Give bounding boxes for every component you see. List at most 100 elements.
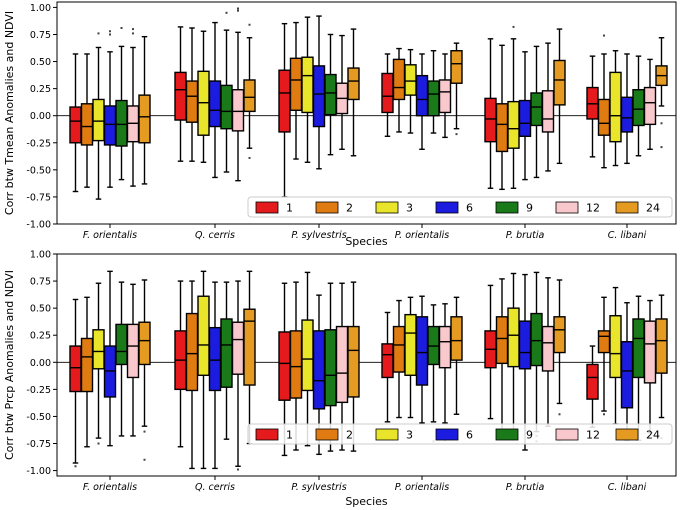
y-tick-label: -1.00: [26, 220, 51, 231]
legend-label-1: 1: [286, 429, 293, 442]
box-body: [530, 92, 543, 127]
box-body: [324, 73, 337, 116]
legend-swatch-24: [615, 201, 639, 214]
box-pbrutia-9: [530, 45, 543, 179]
box-body: [381, 343, 394, 379]
box-body: [438, 325, 452, 369]
legend-label-9: 9: [526, 202, 533, 215]
box-body: [438, 79, 452, 114]
box-body: [609, 71, 622, 143]
box-clibani-24: [655, 37, 668, 149]
box-qcerris-6: [208, 281, 222, 470]
box-body: [347, 67, 360, 101]
box-psylvestris-2: [289, 21, 303, 160]
box-body: [518, 320, 532, 370]
legend: 1 2 3 6 9 12 24: [247, 196, 673, 218]
box-body: [69, 106, 82, 144]
box-forientalis-9: [115, 281, 128, 437]
box-body: [381, 72, 394, 114]
box-qcerris-9: [220, 281, 233, 440]
box-body: [92, 329, 105, 370]
x-tick-label: Q. cerris: [195, 230, 235, 241]
box-qcerris-12: [231, 280, 245, 471]
box-body: [115, 99, 128, 147]
box-pbrutia-12: [541, 42, 555, 172]
box-body: [126, 323, 140, 379]
box-body: [220, 84, 233, 130]
box-porientalis-12: [438, 303, 452, 442]
legend-swatch-2: [315, 201, 339, 214]
x-tick-label: Q. cerris: [195, 482, 235, 493]
outlier-point: [237, 7, 239, 10]
y-tick-label: 1.00: [30, 3, 51, 14]
legend-label-24: 24: [646, 202, 660, 215]
legend-swatch-12: [555, 201, 579, 214]
box-body: [415, 74, 429, 117]
box-porientalis-1: [381, 53, 394, 137]
box-pbrutia-9: [530, 271, 543, 443]
y-tick-label: -0.25: [26, 385, 51, 396]
box-pbrutia-1: [484, 284, 497, 420]
y-tick-label: -0.25: [26, 138, 51, 149]
box-forientalis-6: [103, 270, 117, 447]
box-pbrutia-12: [541, 277, 555, 427]
box-body: [495, 103, 509, 153]
legend-frame: [247, 196, 673, 218]
plot-frame: [56, 253, 677, 477]
outlier-point: [132, 28, 134, 31]
box-psylvestris-3: [301, 271, 314, 447]
box-body: [208, 326, 222, 392]
box-body: [312, 330, 326, 410]
y-tick-label: 0.00: [30, 358, 51, 369]
outlier-point: [109, 33, 111, 36]
box-porientalis-12: [438, 53, 452, 139]
box-body: [324, 329, 337, 407]
box-qcerris-24: [243, 23, 256, 159]
box-forientalis-2: [80, 53, 94, 188]
box-body: [553, 316, 566, 354]
legend-label-2: 2: [346, 202, 353, 215]
outlier-point: [512, 25, 515, 28]
legend-swatch-3: [375, 201, 399, 214]
box-body: [301, 319, 314, 392]
box-body: [620, 341, 634, 409]
box-body: [103, 105, 117, 146]
outlier-point: [97, 442, 100, 445]
legend-frame: [247, 423, 673, 445]
box-porientalis-9: [427, 304, 440, 443]
box-forientalis-6: [103, 30, 117, 188]
legend-label-12: 12: [586, 429, 600, 442]
outlier-point: [603, 34, 605, 37]
legend-label-6: 6: [466, 429, 473, 442]
x-tick-label: C. libani: [608, 482, 647, 493]
box-body: [530, 312, 543, 367]
box-forientalis-1: [69, 298, 82, 468]
box-body: [541, 90, 555, 133]
box-body: [415, 316, 429, 386]
box-body: [312, 65, 326, 128]
box-body: [620, 96, 634, 133]
box-forientalis-24: [138, 279, 151, 461]
outlier-point: [143, 430, 146, 433]
box-porientalis-2: [392, 47, 406, 133]
box-psylvestris-1: [278, 22, 291, 198]
box-pbrutia-2: [495, 44, 509, 191]
outlier-point: [237, 9, 239, 12]
box-porientalis-3: [404, 48, 417, 134]
legend-swatch-1: [255, 201, 279, 214]
box-clibani-9: [632, 295, 645, 441]
box-psylvestris-9: [324, 33, 337, 156]
box-body: [92, 98, 105, 142]
outlier-point: [660, 146, 663, 149]
box-body: [335, 325, 349, 404]
box-pbrutia-24: [553, 28, 566, 165]
box-body: [404, 64, 417, 96]
box-qcerris-2: [185, 27, 199, 162]
plot-frame: [56, 1, 677, 225]
box-forientalis-12: [126, 283, 140, 437]
box-qcerris-3: [197, 270, 210, 470]
box-body: [495, 316, 509, 365]
box-body: [80, 337, 94, 393]
box-body: [278, 331, 291, 401]
box-porientalis-3: [404, 296, 417, 419]
